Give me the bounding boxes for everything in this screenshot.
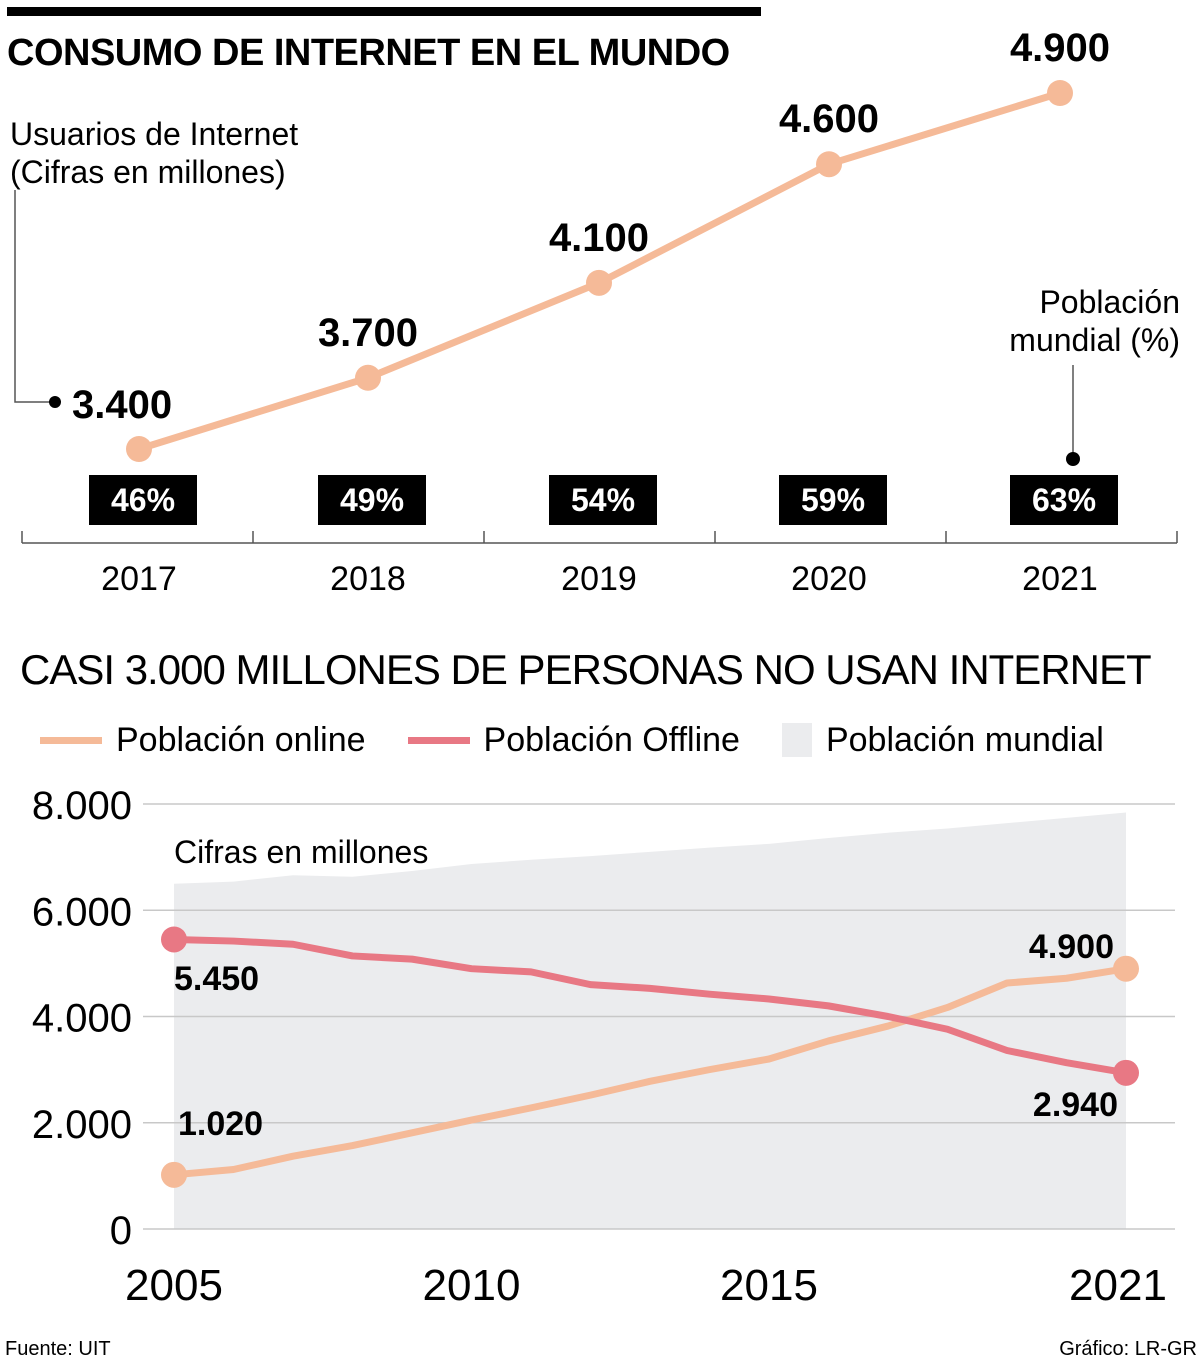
chart1-x-label: 2020: [791, 560, 867, 598]
percent-badge: [318, 475, 426, 525]
online-end-point: [1113, 955, 1139, 982]
users-point: [816, 151, 842, 178]
title-rule: [7, 7, 761, 16]
chart1-users-line: 2017 2018 2019 2020 2021 46% 49% 54% 59% 63% 3.4…: [14, 26, 1178, 598]
offline-start-point: [161, 926, 187, 953]
percent-badge: [1010, 475, 1118, 525]
users-point: [126, 436, 152, 462]
chart2-y-label: 2.000: [32, 1103, 132, 1147]
chart2-y-label: 4.000: [32, 997, 132, 1041]
population-area: [174, 812, 1126, 1229]
users-point: [1047, 80, 1073, 106]
chart2-point-label: 1.020: [178, 1105, 263, 1143]
offline-end-point: [1113, 1059, 1139, 1086]
legend-label-population: Población mundial: [825, 720, 1104, 759]
chart1-subtitle: Usuarios de Internet (Cifras en millones…: [10, 115, 298, 191]
chart1-x-label: 2017: [101, 560, 177, 598]
chart2-x-label: 2015: [720, 1261, 818, 1310]
subtitle-leader-dot: [49, 396, 61, 408]
percent-badge-label: 63%: [1032, 482, 1096, 518]
percent-badge: [89, 475, 197, 525]
online-start-point: [161, 1161, 187, 1188]
percent-badge: [779, 475, 887, 525]
world-population-annotation: Población mundial (%): [1009, 283, 1180, 359]
chart2-annotation: Cifras en millones: [174, 834, 428, 870]
chart1-subtitle-line1: Usuarios de Internet: [10, 116, 299, 152]
world-population-annotation-line1: Población: [1039, 284, 1180, 320]
legend-item-offline: Población Offline: [407, 720, 740, 760]
users-point: [355, 364, 381, 391]
page-title: CONSUMO DE INTERNET EN EL MUNDO: [7, 32, 730, 74]
users-value-label: 3.400: [72, 383, 172, 427]
source-note: Fuente: UIT: [5, 1338, 111, 1360]
offline-line: [173, 935, 1127, 1077]
users-point: [586, 269, 612, 296]
users-value-label: 4.900: [1010, 26, 1110, 70]
chart2-x-label: 2005: [125, 1261, 223, 1310]
percent-badge-label: 59%: [801, 482, 865, 518]
legend-swatch-offline: [407, 736, 470, 744]
chart2-y-label: 8.000: [32, 784, 132, 828]
percent-badge: [549, 475, 657, 525]
legend-label-offline: Población Offline: [483, 720, 740, 759]
chart1-x-label: 2018: [330, 560, 406, 598]
users-value-label: 3.700: [318, 311, 418, 355]
credit-note: Gráfico: LR-GR: [1059, 1338, 1197, 1360]
chart2-y-label: 0: [110, 1209, 132, 1253]
chart2-point-label: 5.450: [174, 960, 259, 998]
chart2-title: CASI 3.000 MILLONES DE PERSONAS NO USAN …: [20, 646, 1152, 693]
chart2-x-label: 2021: [1069, 1261, 1167, 1310]
chart2-x-label: 2010: [423, 1261, 521, 1310]
online-line: [173, 965, 1127, 1179]
legend-swatch-online: [40, 736, 102, 744]
chart1-x-label: 2019: [561, 560, 637, 598]
chart1-subtitle-line2: (Cifras en millones): [10, 154, 286, 190]
legend-item-population: Población mundial: [781, 720, 1104, 760]
percent-leader-dot: [1066, 452, 1080, 466]
percent-badge-label: 46%: [111, 482, 175, 518]
chart2-y-label: 6.000: [32, 890, 132, 934]
chart2-point-label: 4.900: [1029, 928, 1114, 966]
percent-badge-label: 49%: [340, 482, 404, 518]
percent-badge-label: 54%: [571, 482, 635, 518]
world-population-annotation-line2: mundial (%): [1009, 322, 1180, 358]
legend-swatch-population: [781, 723, 812, 757]
users-value-label: 4.100: [549, 216, 649, 260]
chart1-x-label: 2021: [1022, 560, 1098, 598]
legend-item-online: Población online: [40, 721, 366, 760]
chart2-legend: Población online Población Offline Pobla…: [40, 718, 1146, 762]
chart2-point-label: 2.940: [1033, 1086, 1118, 1124]
legend-label-online: Población online: [116, 720, 366, 759]
subtitle-leader-line: [14, 190, 54, 403]
users-value-label: 4.600: [779, 97, 879, 141]
